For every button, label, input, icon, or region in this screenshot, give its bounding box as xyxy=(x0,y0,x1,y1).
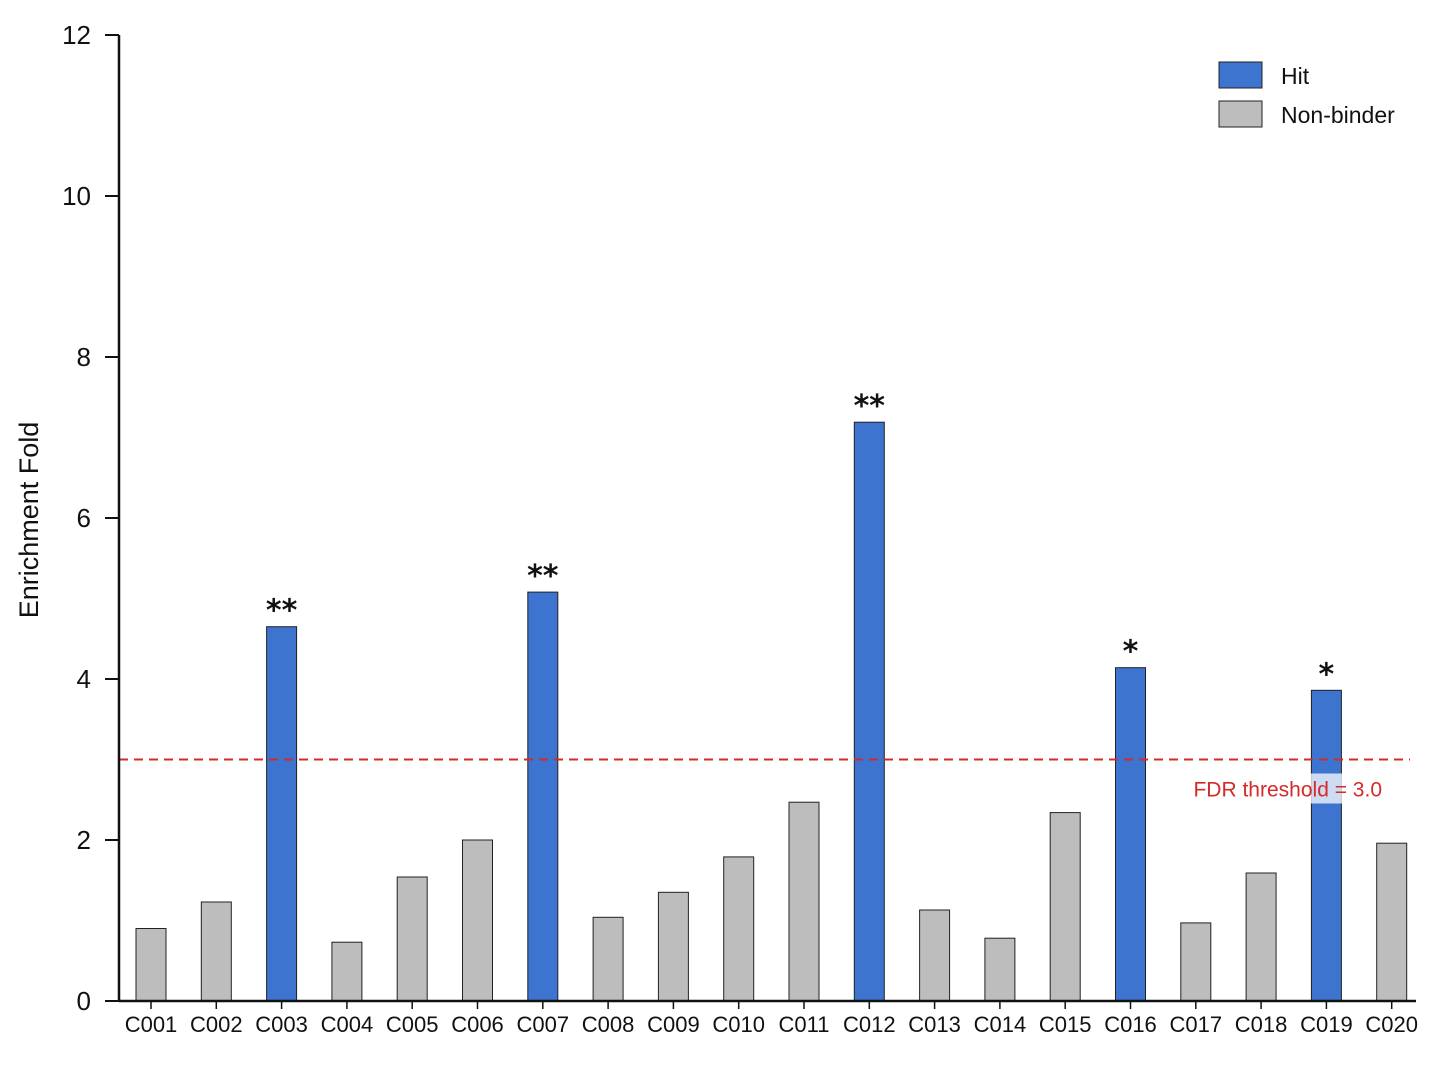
y-tick-label-4: 4 xyxy=(77,664,91,694)
y-tick-label-6: 6 xyxy=(77,503,91,533)
legend-label-hit: Hit xyxy=(1281,63,1310,89)
bar-c016 xyxy=(1115,667,1146,1002)
y-tick-label-0: 0 xyxy=(77,986,91,1016)
bar-c007 xyxy=(527,591,559,1002)
bar-c009 xyxy=(657,891,689,1002)
y-tick-label-2: 2 xyxy=(77,825,91,855)
bars-layer xyxy=(135,421,1408,1002)
bar-c004 xyxy=(331,941,363,1002)
x-tick-label-c015: C015 xyxy=(1039,1012,1092,1037)
x-tick-label-c019: C019 xyxy=(1300,1012,1353,1037)
bar-c002 xyxy=(200,901,232,1002)
bar-c005 xyxy=(396,876,428,1002)
axes-layer xyxy=(105,34,1416,1009)
significance-marker-c019: * xyxy=(1319,657,1335,692)
bar-c001 xyxy=(135,928,167,1002)
legend-swatch-hit xyxy=(1218,61,1263,89)
y-axis-title: Enrichment Fold xyxy=(14,422,44,619)
x-tick-label-c010: C010 xyxy=(712,1012,765,1037)
x-tick-label-c003: C003 xyxy=(255,1012,308,1037)
x-tick-label-c013: C013 xyxy=(908,1012,961,1037)
x-tick-label-c007: C007 xyxy=(517,1012,570,1037)
bar-c018 xyxy=(1245,872,1277,1002)
x-tick-label-c005: C005 xyxy=(386,1012,439,1037)
significance-marker-c016: * xyxy=(1123,635,1139,670)
x-tick-label-c002: C002 xyxy=(190,1012,243,1037)
x-tick-label-c020: C020 xyxy=(1365,1012,1418,1037)
bar-c015 xyxy=(1049,812,1081,1002)
bar-c003 xyxy=(266,626,298,1002)
x-tick-label-c001: C001 xyxy=(125,1012,178,1037)
labels-layer: C001 C002 C003**C004 C005 C006 C007**C008 C009… xyxy=(62,20,1418,1037)
x-tick-label-c017: C017 xyxy=(1170,1012,1223,1037)
x-tick-label-c018: C018 xyxy=(1235,1012,1288,1037)
threshold-layer: FDR threshold = 3.0 xyxy=(119,758,1410,804)
fdr-threshold-label: FDR threshold = 3.0 xyxy=(1193,779,1382,802)
y-tick-label-10: 10 xyxy=(62,181,91,211)
bar-c014 xyxy=(984,937,1016,1002)
x-tick-label-c004: C004 xyxy=(321,1012,374,1037)
bar-c010 xyxy=(723,856,755,1002)
significance-marker-c012: ** xyxy=(854,389,886,424)
x-tick-label-c016: C016 xyxy=(1104,1012,1157,1037)
bar-c011 xyxy=(788,801,820,1002)
significance-marker-c007: ** xyxy=(527,559,559,594)
x-tick-label-c008: C008 xyxy=(582,1012,635,1037)
bar-c006 xyxy=(462,839,493,1002)
bar-c019 xyxy=(1310,689,1342,1002)
legend: Hit Non-binder xyxy=(1218,61,1395,128)
legend-swatch-non-binder xyxy=(1218,100,1263,128)
significance-marker-c003: ** xyxy=(266,594,298,629)
bar-c008 xyxy=(592,916,624,1002)
x-tick-label-c011: C011 xyxy=(779,1012,830,1037)
bar-c017 xyxy=(1180,922,1212,1002)
x-tick-label-c006: C006 xyxy=(451,1012,504,1037)
x-tick-label-c012: C012 xyxy=(843,1012,896,1037)
bar-c020 xyxy=(1376,842,1408,1002)
bar-c013 xyxy=(919,909,951,1002)
x-tick-label-c014: C014 xyxy=(974,1012,1027,1037)
y-tick-label-8: 8 xyxy=(77,342,91,372)
fdr-threshold-label-background xyxy=(1170,773,1385,804)
bar-c012 xyxy=(853,421,885,1002)
x-tick-label-c009: C009 xyxy=(647,1012,700,1037)
y-tick-label-12: 12 xyxy=(62,20,91,50)
legend-label-non-binder: Non-binder xyxy=(1281,102,1395,128)
